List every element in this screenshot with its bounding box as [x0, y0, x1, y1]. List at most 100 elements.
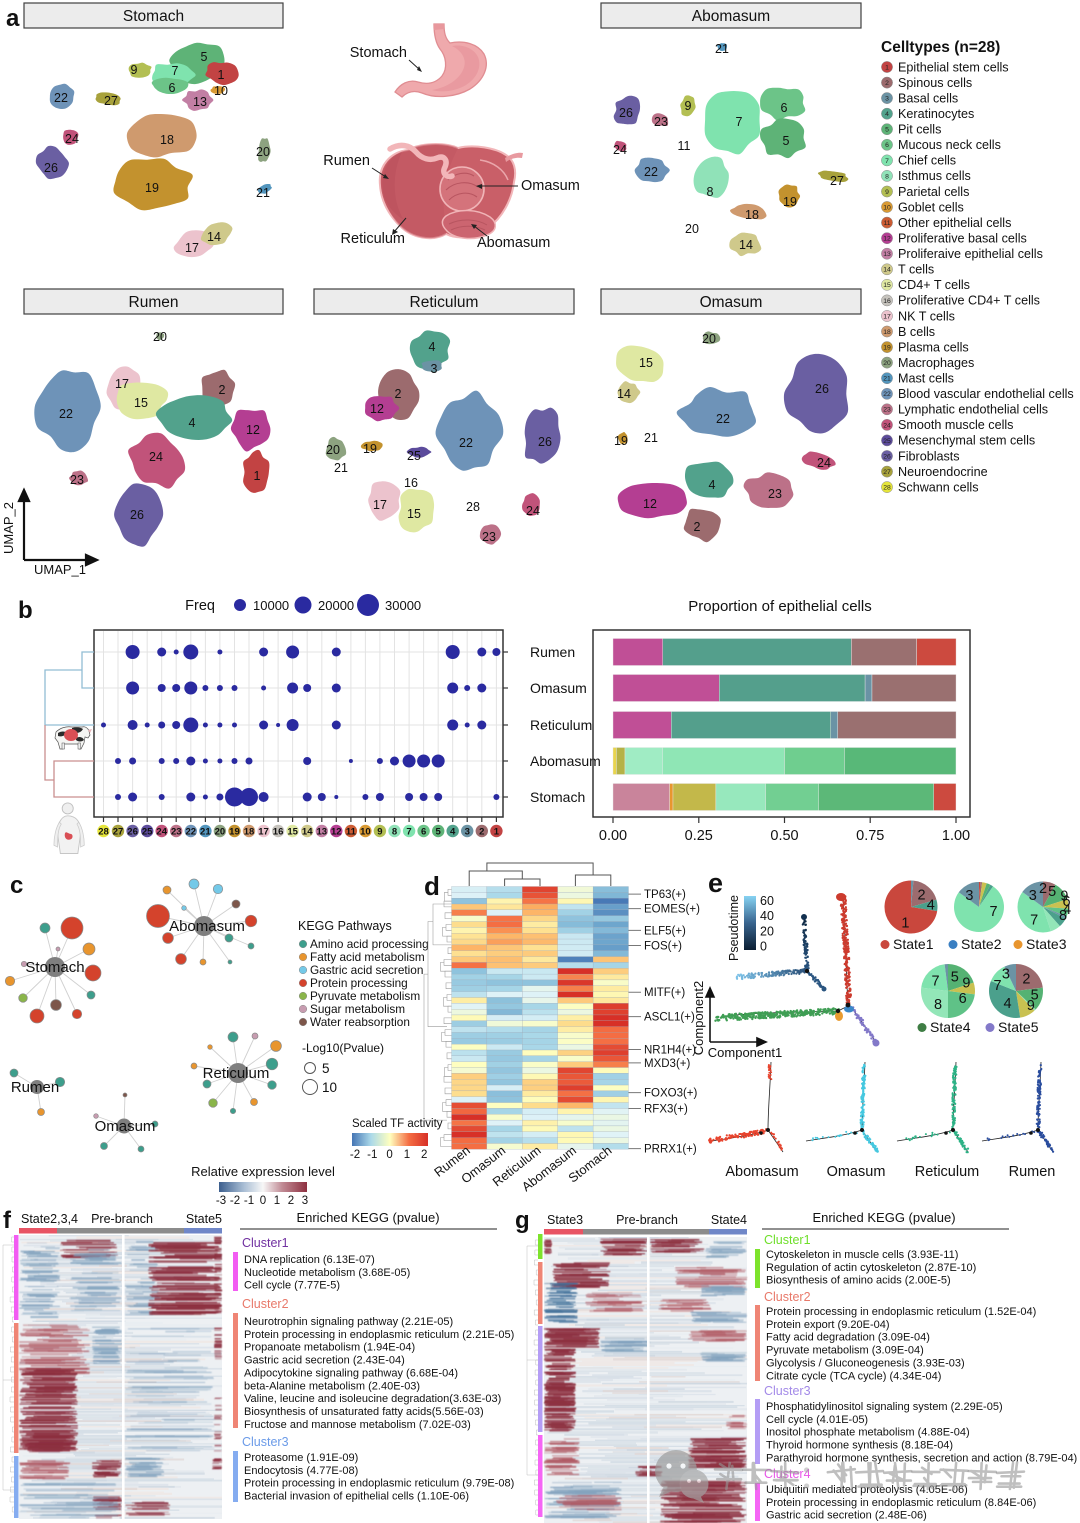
- svg-text:Cluster1: Cluster1: [242, 1236, 289, 1250]
- svg-text:15: 15: [883, 282, 891, 289]
- svg-text:Stomach: Stomach: [123, 8, 184, 25]
- svg-text:Proliferaive epithelial cells: Proliferaive epithelial cells: [898, 247, 1043, 261]
- svg-text:Reticulum: Reticulum: [410, 294, 479, 311]
- svg-text:21: 21: [644, 431, 658, 445]
- svg-text:Gastric acid secretion (2.48E-: Gastric acid secretion (2.48E-06): [766, 1510, 927, 1522]
- svg-text:Component1: Component1: [708, 1045, 782, 1060]
- svg-text:24: 24: [156, 827, 167, 838]
- svg-text:3: 3: [1002, 966, 1010, 982]
- svg-text:5: 5: [1031, 987, 1039, 1003]
- svg-text:14: 14: [207, 230, 221, 244]
- svg-text:26: 26: [538, 435, 552, 449]
- svg-text:24: 24: [817, 456, 831, 470]
- svg-text:3: 3: [1029, 888, 1037, 904]
- svg-text:6: 6: [1062, 894, 1070, 910]
- svg-text:ASCL1(+): ASCL1(+): [644, 1012, 695, 1024]
- svg-text:Enriched KEGG (pvalue): Enriched KEGG (pvalue): [812, 1210, 955, 1225]
- svg-text:Thyroid hormone synthesis (8.1: Thyroid hormone synthesis (8.18E-04): [766, 1440, 953, 1452]
- svg-text:-Log10(Pvalue): -Log10(Pvalue): [302, 1041, 384, 1055]
- svg-text:9: 9: [885, 189, 889, 196]
- svg-text:State2,3,4: State2,3,4: [21, 1212, 78, 1226]
- svg-text:15: 15: [407, 507, 421, 521]
- svg-text:RFX3(+): RFX3(+): [644, 1103, 688, 1115]
- svg-text:21: 21: [334, 461, 348, 475]
- svg-text:Rumen: Rumen: [1009, 1164, 1056, 1180]
- svg-text:16: 16: [404, 476, 418, 490]
- svg-text:1: 1: [901, 915, 909, 931]
- svg-text:12: 12: [246, 423, 260, 437]
- svg-text:20: 20: [215, 827, 226, 838]
- svg-text:0.25: 0.25: [685, 828, 713, 844]
- svg-text:Spinous cells: Spinous cells: [898, 76, 972, 90]
- svg-text:Protein processing in endoplas: Protein processing in endoplasmic reticu…: [244, 1478, 514, 1490]
- svg-text:Relative expression level: Relative expression level: [191, 1164, 335, 1179]
- svg-text:3: 3: [465, 827, 470, 838]
- svg-text:MXD3(+): MXD3(+): [644, 1058, 690, 1070]
- svg-text:13: 13: [193, 95, 207, 109]
- svg-text:e: e: [708, 868, 723, 898]
- svg-text:17: 17: [373, 498, 387, 512]
- svg-text:Reticulum: Reticulum: [530, 717, 592, 733]
- svg-text:8: 8: [707, 185, 714, 199]
- svg-text:25: 25: [883, 438, 891, 445]
- svg-text:Citrate cycle (TCA cycle) (4.: Citrate cycle (TCA cycle) (4.34E-04): [766, 1370, 941, 1382]
- svg-text:3: 3: [885, 96, 889, 103]
- svg-text:Valine, leucine and isoleucine: Valine, leucine and isoleucine degradati…: [244, 1393, 501, 1405]
- svg-text:9: 9: [685, 99, 692, 113]
- svg-text:1: 1: [885, 64, 889, 71]
- svg-text:-2: -2: [350, 1149, 360, 1161]
- svg-text:22: 22: [186, 827, 197, 838]
- svg-text:Cytoskeleton in muscle cells (: Cytoskeleton in muscle cells (3.93E-11): [766, 1249, 958, 1261]
- svg-text:2: 2: [395, 387, 402, 401]
- svg-text:Neurotrophin signaling pathway: Neurotrophin signaling pathway (2.21E-05…: [244, 1316, 453, 1328]
- svg-text:4: 4: [885, 111, 889, 118]
- svg-text:Abomasum: Abomasum: [725, 1164, 798, 1180]
- svg-text:9: 9: [377, 827, 382, 838]
- svg-text:Protein processing: Protein processing: [310, 976, 408, 990]
- svg-text:State5: State5: [186, 1212, 222, 1226]
- svg-text:Proliferative CD4+ T cells: Proliferative CD4+ T cells: [898, 294, 1040, 308]
- svg-text:14: 14: [302, 827, 313, 838]
- svg-text:State4: State4: [930, 1019, 971, 1035]
- svg-text:12: 12: [370, 402, 384, 416]
- svg-text:6: 6: [885, 142, 889, 149]
- svg-text:Blood vascular endothelial cel: Blood vascular endothelial cells: [898, 387, 1074, 401]
- svg-text:3: 3: [431, 362, 438, 376]
- svg-text:28: 28: [883, 485, 891, 492]
- svg-text:1: 1: [274, 1195, 280, 1207]
- svg-text:4: 4: [927, 898, 935, 914]
- svg-text:Freq: Freq: [185, 598, 215, 614]
- svg-text:7: 7: [172, 64, 179, 78]
- svg-text:1.00: 1.00: [942, 828, 970, 844]
- svg-text:Cluster2: Cluster2: [242, 1297, 289, 1311]
- svg-text:Omasum: Omasum: [700, 294, 763, 311]
- svg-text:Cluster3: Cluster3: [242, 1435, 289, 1449]
- svg-text:16: 16: [883, 298, 891, 305]
- svg-text:Reticulum: Reticulum: [915, 1164, 979, 1180]
- svg-text:24: 24: [65, 132, 79, 146]
- svg-text:4: 4: [1003, 996, 1011, 1012]
- svg-text:17: 17: [258, 827, 269, 838]
- svg-text:Mesenchymal stem cells: Mesenchymal stem cells: [898, 434, 1035, 448]
- svg-text:c: c: [10, 872, 23, 899]
- svg-text:Fibroblasts: Fibroblasts: [898, 449, 960, 463]
- svg-text:Cluster1: Cluster1: [764, 1233, 811, 1247]
- svg-text:11: 11: [346, 827, 357, 838]
- svg-text:UMAP_1: UMAP_1: [34, 562, 86, 577]
- svg-text:2: 2: [479, 827, 484, 838]
- svg-text:5: 5: [783, 134, 790, 148]
- svg-text:19: 19: [229, 827, 240, 838]
- svg-text:15: 15: [287, 827, 298, 838]
- svg-text:10: 10: [360, 827, 371, 838]
- svg-text:Glycolysis / Gluconeogenesis: Glycolysis / Gluconeogenesis (3.93E-03): [766, 1357, 965, 1369]
- svg-text:25: 25: [407, 449, 421, 463]
- svg-text:Pit cells: Pit cells: [898, 123, 941, 137]
- svg-text:22: 22: [54, 91, 68, 105]
- svg-text:24: 24: [526, 504, 540, 518]
- svg-text:Abomasum: Abomasum: [530, 753, 601, 769]
- svg-text:20: 20: [702, 332, 716, 346]
- svg-text:Basal cells: Basal cells: [898, 91, 958, 105]
- svg-text:b: b: [18, 597, 33, 624]
- svg-text:2: 2: [694, 520, 701, 534]
- svg-text:27: 27: [104, 94, 118, 108]
